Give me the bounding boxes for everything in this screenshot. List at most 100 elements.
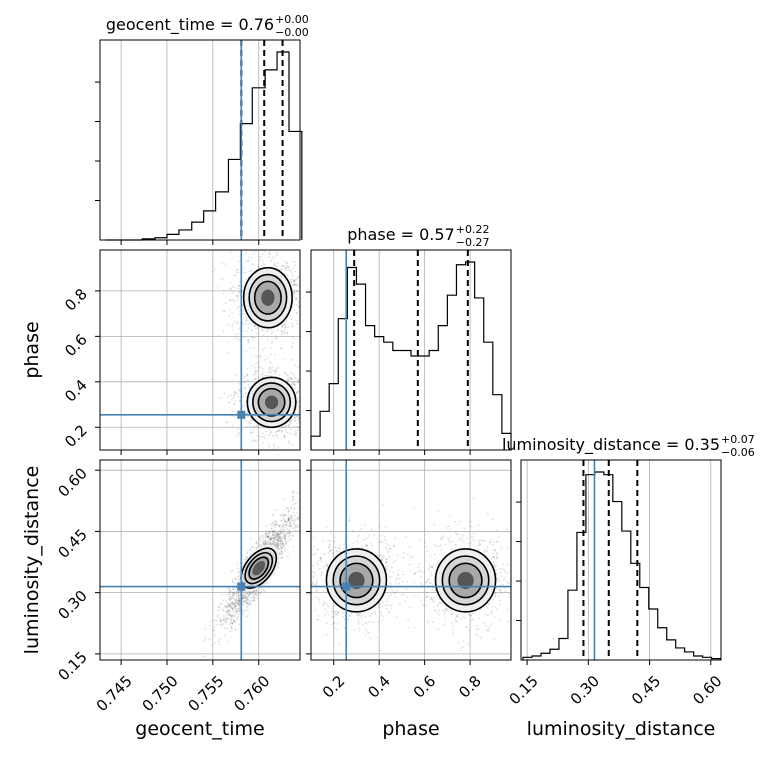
scatter-point: [238, 594, 240, 596]
scatter-point: [284, 533, 287, 536]
scatter-point: [266, 539, 269, 542]
scatter-point: [295, 526, 298, 528]
scatter-point: [291, 519, 293, 521]
scatter-point: [275, 542, 278, 544]
scatter-point: [292, 495, 294, 498]
scatter-point: [291, 443, 294, 446]
scatter-point: [289, 537, 292, 540]
scatter-point: [325, 563, 328, 566]
scatter-point: [262, 441, 265, 444]
scatter-point: [261, 534, 264, 537]
scatter-point: [291, 278, 294, 281]
scatter-point: [242, 597, 245, 600]
scatter-point: [290, 418, 293, 421]
scatter-point: [288, 532, 290, 534]
scatter-point: [237, 595, 240, 598]
scatter-point: [274, 532, 277, 534]
scatter-point: [276, 545, 278, 548]
scatter-point: [227, 324, 230, 326]
scatter-point: [271, 340, 274, 343]
scatter-point: [227, 602, 229, 605]
scatter-point: [276, 436, 279, 439]
scatter-point: [324, 553, 326, 556]
scatter-point: [303, 336, 305, 338]
scatter-point: [266, 535, 269, 538]
scatter-point: [303, 408, 305, 410]
scatter-point: [267, 533, 270, 536]
scatter-point: [430, 598, 433, 601]
density-level: [264, 395, 279, 410]
scatter-point: [264, 250, 266, 253]
scatter-point: [235, 598, 237, 601]
scatter-point: [490, 557, 493, 560]
scatter-point: [433, 600, 436, 603]
scatter-point: [461, 646, 464, 648]
scatter-point: [264, 451, 266, 453]
scatter-point: [313, 583, 316, 586]
scatter-point: [291, 335, 294, 338]
scatter-point: [278, 429, 281, 431]
scatter-point: [228, 598, 231, 601]
scatter-point: [231, 601, 234, 603]
scatter-point: [231, 622, 234, 625]
scatter-point: [228, 610, 231, 613]
scatter-point: [308, 423, 310, 425]
scatter-point: [284, 537, 286, 540]
scatter-point: [305, 413, 307, 415]
scatter-point: [293, 424, 296, 427]
scatter-point: [263, 359, 266, 361]
scatter-point: [503, 569, 505, 571]
scatter-point: [287, 520, 290, 522]
scatter-point: [243, 387, 246, 390]
scatter-point: [245, 271, 248, 274]
scatter-point: [245, 412, 248, 415]
scatter-point: [244, 600, 247, 603]
scatter-point: [256, 542, 259, 545]
scatter-point: [274, 370, 277, 372]
scatter-point: [335, 550, 338, 553]
scatter-point: [274, 538, 277, 541]
scatter-point: [294, 416, 297, 419]
scatter-point: [283, 328, 286, 331]
scatter-point: [285, 524, 288, 527]
scatter-point: [298, 400, 300, 403]
scatter-point: [297, 306, 300, 308]
scatter-point: [249, 431, 252, 433]
scatter-point: [284, 520, 286, 523]
scatter-point: [269, 538, 272, 541]
scatter-point: [462, 640, 465, 642]
scatter-point: [246, 592, 249, 595]
scatter-point: [368, 615, 371, 618]
x-tick-label: 0.60: [689, 672, 725, 708]
scatter-point: [275, 536, 278, 539]
scatter-point: [229, 590, 232, 593]
scatter-point: [293, 429, 296, 432]
scatter-point: [277, 537, 280, 540]
scatter-point: [287, 378, 290, 380]
scatter-point: [227, 609, 230, 612]
scatter-point: [234, 607, 236, 609]
scatter-point: [224, 263, 227, 265]
scatter-point: [263, 542, 266, 545]
scatter-point: [290, 525, 293, 528]
scatter-point: [303, 410, 305, 412]
scatter-point: [355, 539, 358, 542]
scatter-point: [281, 529, 284, 532]
scatter-point: [234, 620, 236, 623]
scatter-point: [290, 278, 292, 281]
scatter-point: [247, 593, 250, 596]
scatter-point: [278, 542, 280, 545]
scatter-point: [378, 525, 380, 528]
scatter-point: [302, 507, 304, 509]
scatter-point: [297, 390, 299, 393]
scatter-point: [269, 543, 272, 545]
scatter-point: [222, 619, 225, 622]
scatter-point: [283, 535, 286, 538]
scatter-point: [303, 292, 305, 294]
scatter-point: [273, 353, 276, 356]
scatter-point: [292, 299, 295, 302]
histogram-phase: [310, 261, 512, 450]
scatter-point: [380, 554, 383, 557]
scatter-point: [417, 595, 420, 598]
scatter-point: [207, 250, 210, 253]
